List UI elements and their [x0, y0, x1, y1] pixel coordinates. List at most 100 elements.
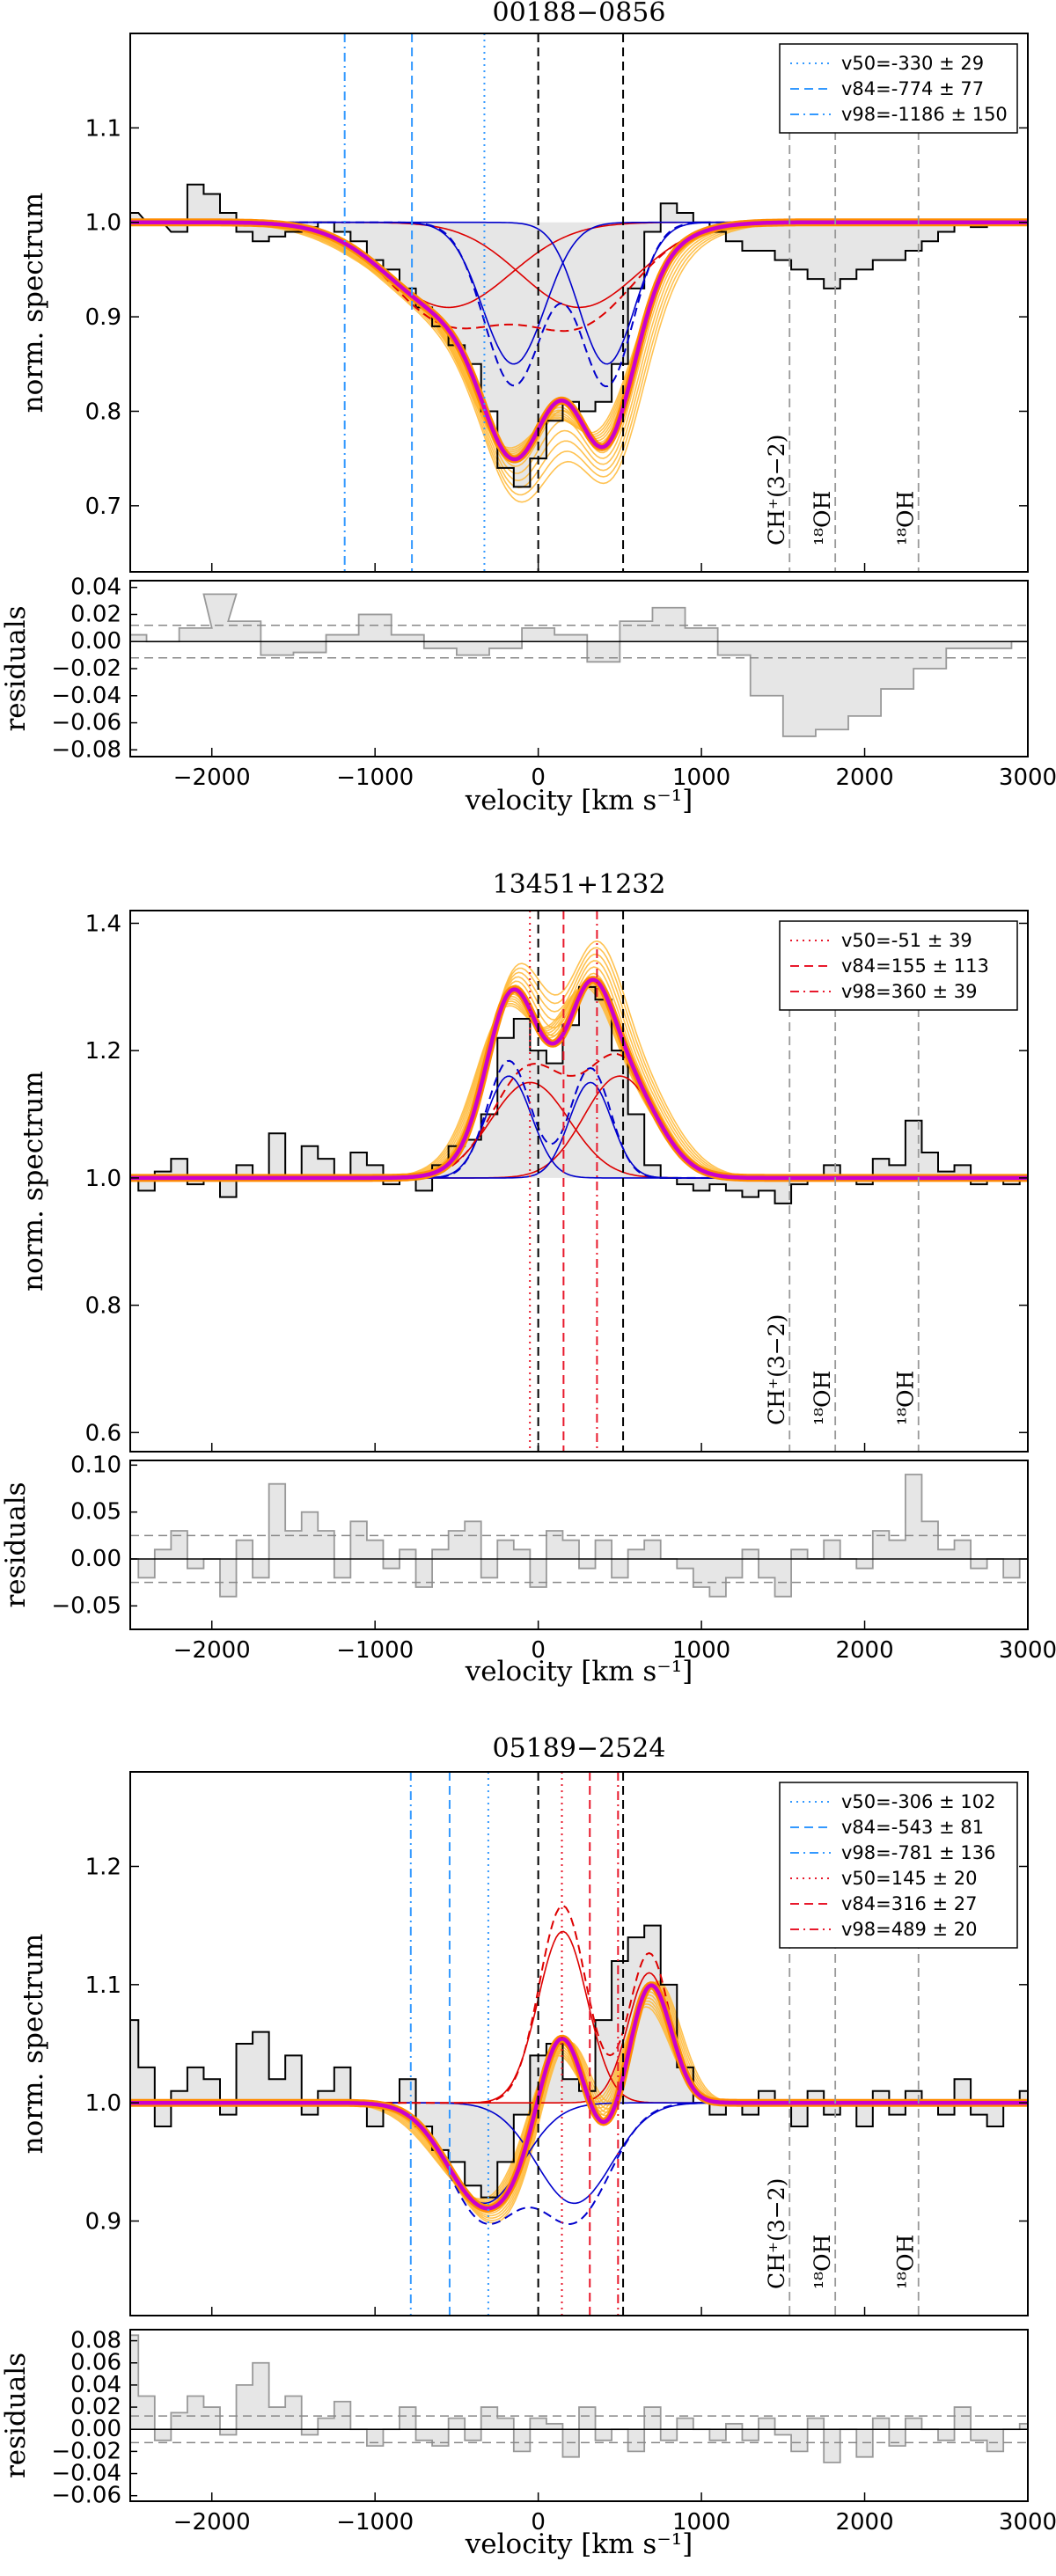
main-axes-frame: [129, 33, 1029, 573]
residuals-panel: −0.06−0.04−0.020.000.020.040.060.08 resid…: [0, 2328, 1056, 2560]
residual-y-tick-label: 0.05: [70, 1499, 121, 1526]
chart-panel-3: 05189−2524 CH⁺(3−2) ¹⁸OH ¹⁸OH 0.9 1.0 1.1 1.2 no…: [0, 1733, 1056, 2560]
legend-entry: v84=-543 ± 81: [841, 1817, 984, 1838]
legend-entry: v50=-330 ± 29: [841, 53, 984, 74]
bestfit-line: [130, 220, 1028, 462]
species-label-3: ¹⁸OH: [893, 2235, 919, 2289]
x-axis-label: velocity [km s⁻¹]: [465, 1656, 693, 1687]
main-axes-frame: [129, 910, 1029, 1453]
x-tick-label: 2000: [835, 765, 893, 791]
y-tick-label: 1.1: [85, 115, 121, 142]
x-axis-label: velocity [km s⁻¹]: [465, 785, 693, 816]
x-tick-label: −1000: [336, 1637, 414, 1664]
residuals-axes-frame: [129, 1460, 1029, 1630]
legend-entry: v84=316 ± 27: [841, 1893, 978, 1914]
y-tick-label: 0.8: [85, 1293, 121, 1320]
x-axis-label: velocity [km s⁻¹]: [465, 2528, 693, 2560]
residuals-panel: −0.05 0.00 0.05 0.10 residuals −2000 −1000 0 100…: [0, 1452, 1056, 1687]
legend-entry: v50=-51 ± 39: [841, 930, 972, 951]
residuals-line: [130, 1474, 1028, 1598]
residual-y-tick-label: −0.02: [51, 2438, 121, 2464]
residuals-plot-area: [130, 1474, 1028, 1598]
y-tick-label: 0.8: [85, 399, 121, 425]
plot-area: [130, 33, 1028, 572]
residual-y-tick-label: −0.06: [51, 2483, 121, 2509]
legend-entry: v98=-1186 ± 150: [841, 104, 1008, 125]
species-label-2: ¹⁸OH: [810, 491, 835, 545]
residual-y-tick-label: 0.04: [70, 574, 121, 601]
species-label-1: CH⁺(3−2): [764, 1314, 789, 1425]
y-tick-label: 1.0: [85, 1166, 121, 1192]
residuals-plot-area: [130, 593, 1028, 737]
y-tick-label: 0.7: [85, 494, 121, 520]
chart-panel-1: 00188−0856 CH⁺(3−2) ¹⁸OH ¹⁸OH 0.7 0.8 0.9 1.0 1.…: [0, 0, 1056, 816]
y-tick-label: 1.2: [85, 1854, 121, 1880]
legend-entry: v84=-774 ± 77: [841, 78, 984, 99]
y-axis-label: norm. spectrum: [18, 1071, 49, 1292]
residual-y-tick-label: −0.04: [51, 2461, 121, 2487]
y-tick-label: 1.2: [85, 1038, 121, 1065]
x-tick-label: −2000: [173, 1637, 251, 1664]
residuals-fill: [130, 594, 1028, 736]
y-tick-label: 1.0: [85, 2090, 121, 2117]
species-label-3: ¹⁸OH: [893, 1371, 919, 1425]
x-tick-label: 1000: [672, 2509, 730, 2536]
x-tick-label: 0: [531, 1637, 546, 1664]
residual-y-tick-label: 0.02: [70, 2394, 121, 2420]
residual-y-tick-label: −0.08: [51, 736, 121, 763]
x-tick-label: −2000: [173, 2509, 251, 2536]
x-tick-label: −1000: [336, 2509, 414, 2536]
legend-entry: v98=-781 ± 136: [841, 1842, 995, 1863]
residual-y-tick-label: 0.00: [70, 628, 121, 655]
chart-title: 05189−2524: [493, 1733, 666, 1764]
x-tick-label: 0: [531, 2509, 546, 2536]
species-label-2: ¹⁸OH: [810, 1371, 835, 1425]
residuals-y-axis-label: residuals: [0, 1482, 32, 1607]
residuals-axes-frame: [129, 2329, 1029, 2502]
residual-y-tick-label: −0.05: [51, 1592, 121, 1619]
legend-entry: v98=489 ± 20: [841, 1919, 978, 1940]
x-tick-label: −1000: [336, 765, 414, 791]
y-axis-label: norm. spectrum: [18, 1934, 49, 2155]
chart-title: 00188−0856: [493, 0, 666, 28]
component-sum-line-2: [130, 2102, 1027, 2226]
x-tick-label: 3000: [999, 2509, 1056, 2536]
chart-title: 13451+1232: [493, 869, 666, 900]
component-line-3: [130, 2102, 1027, 2205]
x-tick-label: −2000: [173, 765, 251, 791]
residuals-fill: [130, 2335, 1028, 2463]
y-tick-label: 0.6: [85, 1420, 121, 1446]
residuals-y-axis-label: residuals: [0, 2353, 32, 2478]
residual-y-tick-label: 0.02: [70, 601, 121, 627]
legend: v50=-51 ± 39 v84=155 ± 113 v98=360 ± 39: [779, 920, 1018, 1011]
residual-y-tick-label: 0.06: [70, 2350, 121, 2376]
residual-y-tick-label: −0.06: [51, 710, 121, 736]
residuals-y-axis-label: residuals: [0, 605, 32, 731]
residuals-line: [130, 593, 1028, 737]
residuals-line: [130, 2334, 1028, 2463]
residuals-plot-area: [130, 2334, 1028, 2463]
residual-y-tick-label: 0.04: [70, 2372, 121, 2398]
chart-panel-2: 13451+1232 CH⁺(3−2) ¹⁸OH ¹⁸OH 0.6 0.8 1.0 1.2 1.…: [0, 869, 1056, 1687]
y-tick-label: 1.4: [85, 911, 121, 937]
x-tick-label: 1000: [672, 765, 730, 791]
residual-y-tick-label: 0.10: [70, 1452, 121, 1478]
main-axes-frame: [129, 1771, 1029, 2316]
species-label-1: CH⁺(3−2): [764, 2178, 789, 2289]
species-label-2: ¹⁸OH: [810, 2235, 835, 2289]
bestfit-line: [130, 977, 1028, 1181]
component-line-4: [130, 2102, 1027, 2205]
legend-entry: v50=-306 ± 102: [841, 1791, 995, 1812]
legend: v50=-306 ± 102 v84=-543 ± 81 v98=-781 ± 13…: [779, 1782, 1018, 1949]
legend: v50=-330 ± 29 v84=-774 ± 77 v98=-1186 ± 15…: [779, 43, 1018, 134]
plot-area: [130, 911, 1028, 1452]
y-tick-label: 0.9: [85, 304, 121, 331]
x-tick-label: 0: [531, 765, 546, 791]
legend-box: [779, 1782, 1018, 1949]
y-tick-label: 0.9: [85, 2209, 121, 2236]
residual-y-tick-label: 0.00: [70, 1546, 121, 1572]
residual-y-tick-label: 0.08: [70, 2328, 121, 2354]
residual-y-tick-label: −0.02: [51, 655, 121, 682]
bestfit-line: [130, 1983, 1028, 2211]
